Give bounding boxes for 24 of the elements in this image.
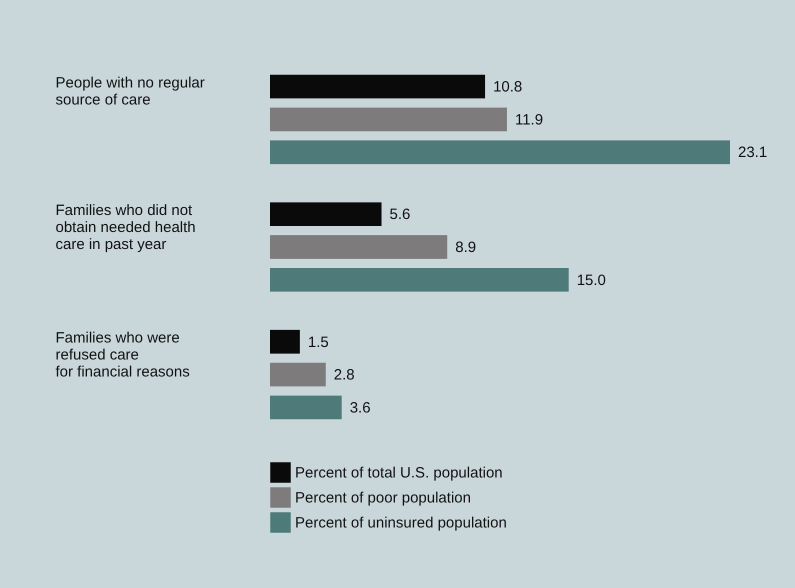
y-tick-label: Families who did not obtain needed health care in past year	[56, 202, 196, 253]
data-label: 8.9	[455, 239, 476, 256]
data-label: 3.6	[350, 399, 371, 416]
data-label: 11.9	[514, 111, 544, 128]
data-label: 15.0	[576, 272, 606, 289]
legend-label: Percent of uninsured population	[295, 514, 507, 532]
bar	[270, 235, 448, 259]
y-tick-label: Families who were refused care for financial reasons	[56, 330, 190, 381]
legend-label: Percent of poor population	[295, 490, 471, 506]
bar	[270, 396, 342, 420]
legend-label: Percent of total U.S. population	[295, 464, 503, 482]
data-label: 2.8	[334, 366, 355, 384]
bar	[270, 108, 507, 132]
bar	[270, 362, 326, 386]
bar	[270, 268, 569, 292]
data-label: 23.1	[738, 144, 768, 162]
bar	[270, 202, 382, 226]
bar	[270, 330, 300, 354]
data-label: 1.5	[308, 334, 329, 351]
data-label: 5.6	[390, 206, 410, 224]
data-label: 10.8	[493, 78, 522, 96]
bar	[270, 140, 730, 164]
y-tick-label: People with no regular source of care	[56, 74, 205, 108]
bar	[270, 74, 486, 98]
